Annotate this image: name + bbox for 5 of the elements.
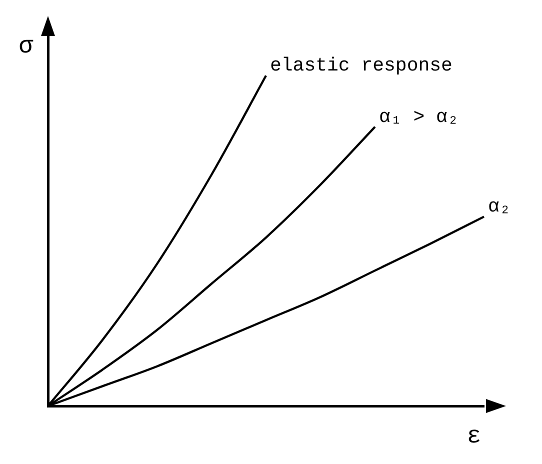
series-label: elastic response xyxy=(270,54,452,77)
x-axis-title: ε xyxy=(466,423,482,450)
series-label: α₂ xyxy=(488,196,511,218)
series-label: α₁ > α₂ xyxy=(379,106,459,128)
y-axis-title: σ xyxy=(18,33,34,60)
